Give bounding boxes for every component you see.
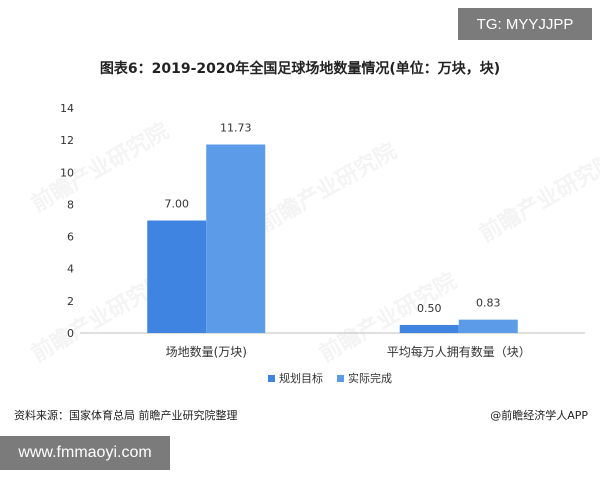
bar-value-label: 0.50 bbox=[417, 302, 442, 315]
x-tick-label: 平均每万人拥有数量（块） bbox=[387, 344, 531, 359]
copyright-note: @前瞻经济学人APP bbox=[490, 409, 588, 422]
y-tick-label: 2 bbox=[67, 295, 74, 308]
y-tick-label: 6 bbox=[67, 231, 74, 244]
website-badge: www.fmmaoyi.com bbox=[0, 436, 170, 470]
y-tick-label: 14 bbox=[60, 102, 74, 115]
bar bbox=[399, 324, 459, 333]
y-tick-label: 4 bbox=[67, 263, 74, 276]
legend-label: 规划目标 bbox=[279, 371, 323, 385]
x-tick-label: 场地数量(万块) bbox=[166, 344, 247, 359]
legend-label: 实际完成 bbox=[348, 371, 392, 385]
chart-title: 图表6：2019-2020年全国足球场地数量情况(单位：万块，块) bbox=[99, 61, 501, 77]
telegram-badge: TG: MYYJJPP bbox=[458, 8, 592, 40]
bar bbox=[206, 144, 266, 333]
bar-value-label: 11.73 bbox=[220, 121, 252, 134]
bar bbox=[147, 220, 207, 333]
legend-swatch bbox=[268, 375, 275, 382]
bar bbox=[458, 319, 518, 333]
y-tick-label: 0 bbox=[67, 327, 74, 340]
bar-value-label: 7.00 bbox=[165, 198, 190, 211]
y-tick-label: 10 bbox=[60, 166, 74, 179]
legend-swatch bbox=[337, 375, 344, 382]
y-tick-label: 12 bbox=[60, 134, 74, 147]
y-tick-label: 8 bbox=[67, 198, 74, 211]
bar-value-label: 0.83 bbox=[476, 297, 501, 310]
source-note: 资料来源：国家体育总局 前瞻产业研究院整理 bbox=[14, 409, 238, 422]
